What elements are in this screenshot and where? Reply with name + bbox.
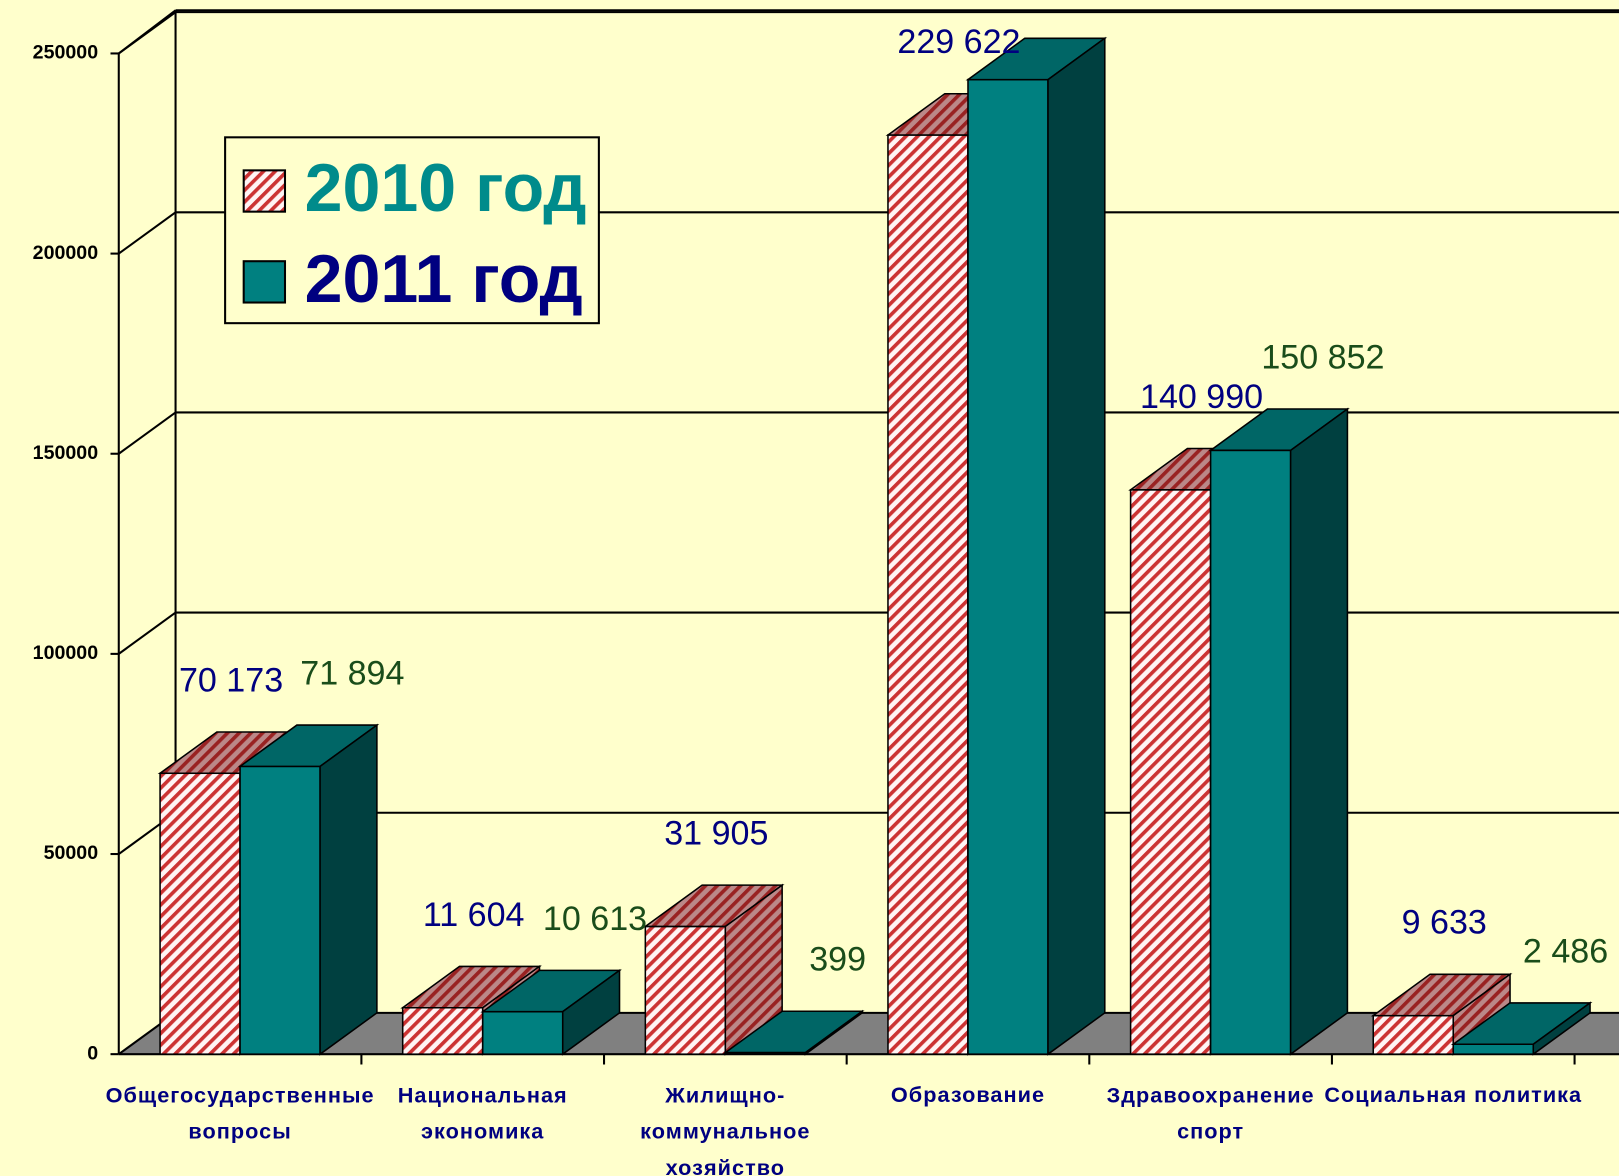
grid-side: [118, 411, 177, 455]
bar: [237, 723, 380, 1056]
bar: [722, 1009, 865, 1056]
value-label: 229 622: [897, 23, 1020, 61]
y-tick-label: 0: [87, 1042, 98, 1064]
bar-side: [319, 723, 378, 1056]
bar-front: [401, 1006, 484, 1055]
bar-front: [644, 925, 727, 1055]
legend-swatch: [242, 260, 287, 304]
bar: [1450, 1001, 1593, 1056]
bar-front: [887, 134, 969, 1055]
bars: [157, 36, 1593, 1056]
bar: [480, 968, 622, 1056]
bar-front: [159, 772, 241, 1055]
bar-side: [1532, 1001, 1591, 1056]
y-tick-label: 150000: [33, 442, 99, 464]
bar-front: [1209, 449, 1292, 1055]
bar-side: [804, 1009, 863, 1056]
value-label: 31 905: [664, 815, 768, 853]
value-label: 10 613: [543, 900, 647, 938]
value-label: 70 173: [179, 661, 283, 699]
value-label: 243 470: [1019, 0, 1142, 6]
value-label: 9 633: [1402, 904, 1487, 942]
bar-side: [561, 968, 621, 1056]
bar-front: [239, 765, 321, 1055]
bar-side: [1289, 407, 1349, 1056]
x-tick-label: Национальная экономика: [398, 1082, 568, 1143]
x-tick-label: Образование: [891, 1082, 1045, 1107]
bar: [965, 36, 1108, 1056]
value-label: 140 990: [1140, 378, 1263, 416]
bar-front: [1452, 1043, 1535, 1055]
bar-front: [1372, 1014, 1455, 1055]
grid-side: [118, 211, 177, 255]
value-label: 399: [809, 941, 866, 979]
grid-side: [118, 11, 177, 55]
bar-front: [481, 1010, 564, 1055]
x-tick-label: Общегосударственные вопросы: [106, 1082, 375, 1143]
legend-box: [224, 136, 600, 325]
value-label: 11 604: [423, 896, 525, 934]
bar-front: [967, 78, 1049, 1055]
x-tick-label: Социальная политика: [1324, 1082, 1582, 1107]
bar-side: [1047, 36, 1106, 1056]
y-tick-label: 50000: [44, 842, 99, 864]
bar: [642, 883, 785, 1056]
y-tick-label: 250000: [33, 42, 99, 64]
labels: Общегосударственные вопросы Национальная эк…: [106, 0, 1609, 1176]
bar-front: [1129, 489, 1212, 1055]
bar: [1208, 407, 1350, 1056]
value-label: 71 894: [300, 655, 404, 693]
grid-side: [118, 611, 177, 655]
value-label: 2 486: [1523, 932, 1608, 970]
x-tick-label: Здравоохранение спорт: [1107, 1082, 1315, 1143]
legend-label: 2011 год: [305, 241, 583, 317]
y-tick-label: 200000: [33, 242, 99, 264]
legend-label: 2010 год: [305, 150, 587, 226]
y-tick-label: 100000: [33, 642, 99, 664]
x-tick-label: Жилищно-коммунальное хозяйство: [640, 1082, 810, 1176]
value-label: 150 852: [1261, 338, 1384, 376]
legend-swatch: [242, 169, 287, 213]
